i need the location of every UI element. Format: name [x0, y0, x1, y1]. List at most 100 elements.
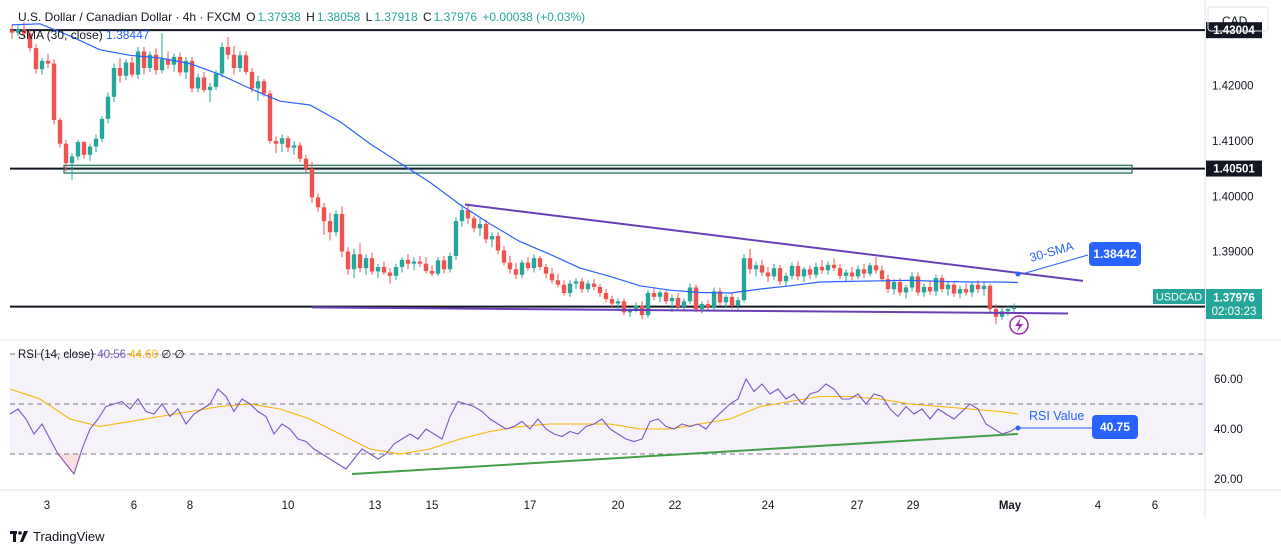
- candle-body-116: [705, 304, 711, 308]
- candle-body-162: [981, 285, 987, 290]
- level-label-box-0: [1206, 22, 1262, 39]
- candle-body-159: [963, 289, 969, 293]
- candle-body-42: [261, 81, 267, 94]
- price-tick-1: 1.41000: [1212, 136, 1254, 148]
- candle-body-87: [531, 258, 537, 269]
- candle-body-113: [687, 287, 693, 302]
- time-tick-11: 29: [907, 500, 920, 512]
- time-tick-5: 15: [426, 500, 439, 512]
- candle-body-167: [1011, 307, 1017, 310]
- resistance-zone: [63, 164, 1133, 174]
- candle-body-97: [591, 283, 597, 287]
- last-price-box: [1206, 289, 1262, 319]
- sma-legend[interactable]: SMA (30, close) 1.38447: [18, 28, 149, 42]
- candle-body-21: [135, 51, 141, 75]
- candle-body-94: [573, 281, 579, 284]
- close-value: 1.37976: [433, 10, 478, 24]
- candle-body-20: [129, 62, 135, 75]
- tradingview-label: TradingView: [33, 529, 105, 544]
- candle-body-45: [279, 138, 285, 144]
- candle-body-151: [915, 276, 921, 293]
- candle-body-63: [387, 272, 393, 276]
- candle-body-74: [453, 221, 459, 256]
- candle-body-1: [15, 29, 21, 33]
- candle-body-86: [525, 262, 531, 269]
- candle-body-16: [105, 96, 111, 119]
- candle-body-138: [837, 268, 843, 276]
- candle-body-166: [1005, 309, 1011, 312]
- candle-body-19: [123, 62, 129, 76]
- candle-body-52: [321, 207, 327, 222]
- candle-body-99: [603, 293, 609, 300]
- candle-body-0: [9, 30, 15, 33]
- price-tick-2: 1.40000: [1212, 191, 1254, 203]
- candle-body-141: [855, 269, 861, 277]
- sma-legend-label: SMA (30, close): [18, 28, 103, 42]
- price-axis-ticks: 1.42000 1.41000 1.40000 1.39000: [1212, 81, 1254, 259]
- open-label: O: [246, 10, 256, 24]
- price-tick-0: 1.42000: [1212, 81, 1254, 93]
- candle-body-163: [987, 285, 993, 310]
- symbol-title: U.S. Dollar / Canadian Dollar · 4h · FXC…: [18, 10, 241, 24]
- candle-body-25: [159, 59, 165, 71]
- rsi-legend-extra-1: ∅: [161, 349, 172, 361]
- candle-body-8: [57, 119, 63, 144]
- candle-body-4: [33, 48, 39, 70]
- candle-body-11: [75, 142, 81, 157]
- tradingview-brand[interactable]: TradingView: [10, 529, 105, 544]
- candle-body-66: [405, 259, 411, 264]
- candle-body-51: [315, 197, 321, 208]
- candle-body-107: [651, 293, 657, 297]
- time-tick-0: 3: [44, 500, 50, 512]
- lower-trendline: [311, 306, 1069, 315]
- currency-button[interactable]: CAD: [1212, 11, 1266, 29]
- candle-body-28: [177, 56, 183, 73]
- sma-annotation-dot: [1015, 271, 1021, 277]
- candle-body-60: [369, 258, 375, 272]
- candle-body-40: [249, 71, 255, 89]
- candle-body-77: [471, 218, 477, 229]
- candle-body-119: [723, 296, 729, 303]
- candle-body-137: [831, 264, 837, 269]
- rsi-legend-extra-2: ∅: [174, 349, 185, 361]
- candle-body-55: [339, 213, 345, 252]
- time-tick-3: 10: [282, 500, 295, 512]
- candle-body-53: [327, 221, 333, 233]
- candle-body-157: [951, 284, 957, 294]
- candle-body-46: [285, 138, 291, 148]
- symbol-label-box: [1153, 289, 1205, 304]
- candle-body-38: [237, 55, 243, 68]
- candle-body-131: [795, 265, 801, 277]
- candle-body-54: [333, 213, 339, 233]
- candle-body-29: [183, 60, 189, 73]
- candle-body-90: [549, 273, 555, 281]
- candle-body-79: [483, 223, 489, 240]
- candle-body-100: [609, 299, 615, 304]
- candle-body-144: [873, 265, 879, 271]
- last-price-value: 1.37976: [1213, 293, 1255, 305]
- candle-body-58: [357, 254, 363, 269]
- candle-body-6: [45, 60, 51, 64]
- candle-body-129: [783, 275, 789, 282]
- candle-body-104: [633, 305, 639, 310]
- candle-body-22: [141, 51, 147, 68]
- candle-body-160: [969, 284, 975, 293]
- candle-body-135: [819, 267, 825, 271]
- candle-body-122: [741, 258, 747, 301]
- candle-body-123: [747, 258, 753, 270]
- sma-legend-value: 1.38447: [106, 28, 150, 42]
- candle-body-67: [411, 261, 417, 264]
- last-price-countdown: 02:03:23: [1212, 306, 1257, 318]
- rsi-tick-1: 40.00: [1214, 424, 1243, 436]
- candle-body-109: [663, 292, 669, 302]
- candle-body-149: [903, 287, 909, 293]
- candle-body-59: [363, 258, 369, 269]
- time-tick-4: 13: [369, 500, 382, 512]
- horizontal-levels: [10, 29, 1205, 308]
- candle-body-49: [303, 158, 309, 169]
- rsi-legend[interactable]: RSI (14, close) 40.56 44.60 ∅ ∅: [18, 347, 185, 361]
- candle-body-44: [273, 140, 279, 144]
- candle-body-69: [423, 263, 429, 271]
- candle-body-132: [801, 269, 807, 277]
